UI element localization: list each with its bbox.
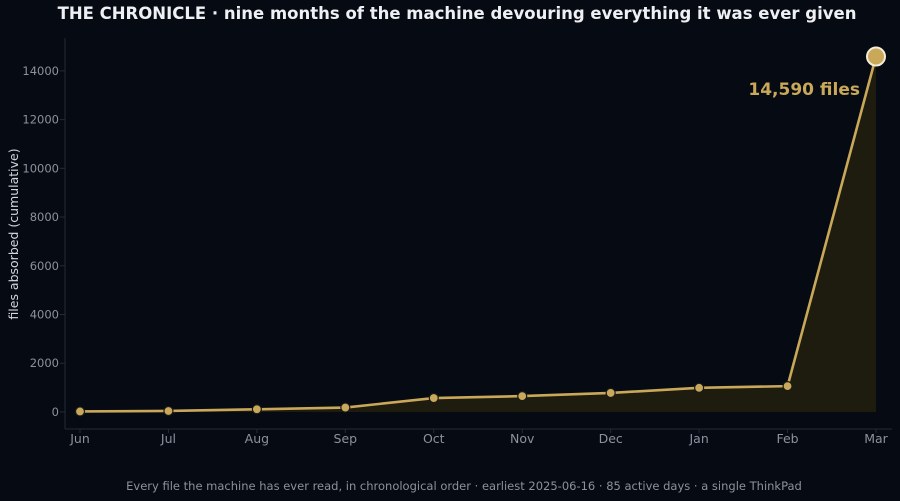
y-tick-label: 2000 [30,356,59,370]
final-data-point [866,46,886,67]
x-tick-label: Jan [688,431,708,446]
x-tick-label: Feb [776,431,798,446]
data-point [605,387,616,399]
x-tick-label: Jun [69,431,90,446]
chart-footer-caption: Every file the machine has ever read, in… [126,479,802,493]
data-point [163,405,174,417]
y-tick-label: 10000 [22,161,59,175]
y-tick-label: 8000 [30,210,59,224]
x-tick-labels: Jun Jul Aug Sep Oct Nov Dec Jan Feb Mar [69,429,889,446]
y-tick-label: 4000 [30,308,59,322]
data-point [74,406,86,417]
point-layer [74,46,886,417]
data-point [782,381,793,392]
y-axis-label: files absorbed (cumulative) [6,148,21,319]
data-point [428,392,439,404]
y-tick-label: 14000 [22,64,59,78]
x-tick-label: Oct [423,431,445,446]
data-point [340,402,351,413]
x-tick-label: Nov [510,431,535,446]
y-tick-label: 0 [52,405,59,419]
y-tick-label: 6000 [30,259,59,273]
chart-title: THE CHRONICLE · nine months of the machi… [57,4,857,23]
final-value-annotation: 14,590 files [748,80,860,100]
area-layer [80,56,876,412]
x-tick-label: Aug [245,431,269,446]
y-tick-labels: 0 2000 4000 6000 8000 10000 12000 14000 [22,64,65,419]
y-tick-label: 12000 [22,113,59,127]
series-line [79,56,878,413]
data-point [517,391,528,402]
area-fill [80,56,876,412]
data-point [694,382,705,393]
data-point [251,404,262,415]
x-tick-label: Jul [160,431,176,446]
axes [64,38,892,430]
line-layer [79,56,878,413]
x-tick-label: Mar [864,431,888,446]
x-tick-label: Dec [599,431,623,446]
x-tick-label: Sep [334,431,358,446]
